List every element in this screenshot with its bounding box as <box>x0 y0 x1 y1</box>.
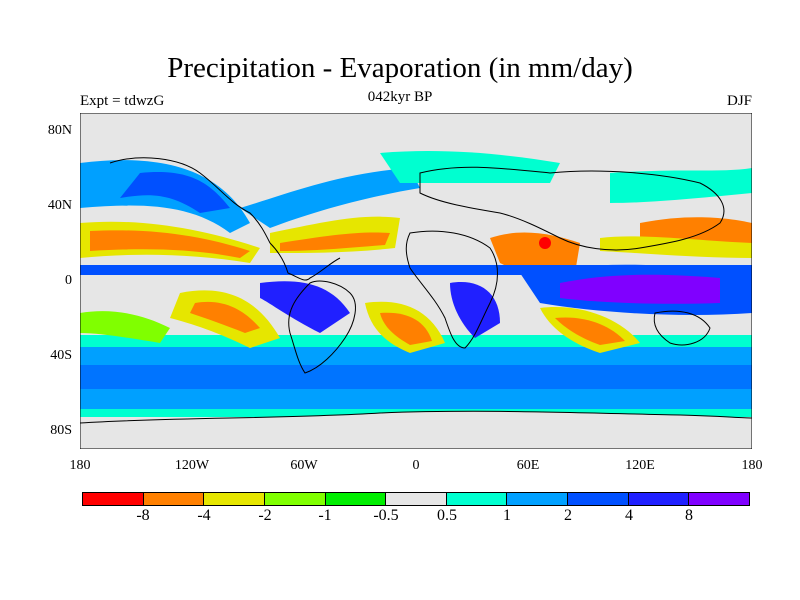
red-sea-dry-core <box>539 237 551 249</box>
chart-subtitle: 042kyr BP <box>367 89 433 105</box>
north-atlantic-dry-orange <box>280 232 390 251</box>
colorbar-swatch <box>568 493 629 505</box>
colorbar-label: -1 <box>318 507 332 524</box>
africa-coast <box>405 230 498 349</box>
antarctica <box>80 411 752 449</box>
world-map <box>80 113 752 449</box>
southeast-pacific-green <box>80 311 170 343</box>
colorbar-swatch <box>386 493 447 505</box>
colorbar-label: 4 <box>625 507 633 524</box>
southern-ocean-core <box>80 365 752 389</box>
australia-coast <box>653 310 711 346</box>
colorbar-label: 0.5 <box>437 507 457 524</box>
north-pacific-dry-orange <box>90 230 250 258</box>
colorbar-label: 1 <box>503 507 511 524</box>
south-america-coast <box>288 280 356 374</box>
colorbar <box>82 492 750 506</box>
coastlines <box>80 157 752 424</box>
colorbar-swatch <box>143 493 205 505</box>
lat-tick-0: 0 <box>65 273 72 288</box>
colorbar-swatch <box>628 493 690 505</box>
lon-tick-180w: 180 <box>69 458 91 473</box>
colorbar-label: 2 <box>564 507 572 524</box>
colorbar-swatch <box>446 493 508 505</box>
itcz-band <box>80 265 752 275</box>
colorbar-label: -2 <box>258 507 272 524</box>
colorbar-swatch <box>325 493 387 505</box>
lon-tick-120e: 120E <box>625 458 655 473</box>
north-america-coast <box>109 157 341 281</box>
maritime-continent-core <box>560 274 720 304</box>
south-pacific-dry-orange <box>190 301 260 333</box>
lat-tick-80n: 80N <box>47 123 72 138</box>
lat-tick-80s: 80S <box>50 423 72 438</box>
lat-tick-40n: 40N <box>47 198 72 213</box>
colorbar-label: -4 <box>197 507 211 524</box>
colorbar-label: 8 <box>685 507 693 524</box>
colorbar-label: -8 <box>136 507 150 524</box>
amazon-wet <box>260 281 350 333</box>
lat-tick-40s: 40S <box>50 348 72 363</box>
colorbar-swatch <box>507 493 569 505</box>
lon-tick-180e: 180 <box>741 458 763 473</box>
colorbar-swatch <box>204 493 265 505</box>
south-atlantic-dry-orange <box>380 312 432 345</box>
africa-wet <box>450 282 500 338</box>
lon-tick-0: 0 <box>412 458 420 473</box>
season-label: DJF <box>726 93 752 109</box>
south-indian-dry-orange <box>555 317 625 345</box>
antarctica-coast <box>80 410 752 424</box>
colorbar-swatch <box>83 493 144 505</box>
north-atlantic-storm-track <box>240 168 420 228</box>
experiment-label: Expt = tdwzG <box>80 93 165 109</box>
colorbar-swatch <box>689 493 750 505</box>
colorbar-swatch <box>264 493 326 505</box>
lon-tick-60e: 60E <box>516 458 540 473</box>
colorbar-label: -0.5 <box>373 507 399 524</box>
lon-tick-120w: 120W <box>174 458 210 473</box>
lon-tick-60w: 60W <box>290 458 318 473</box>
eurasia-coast <box>419 166 725 251</box>
west-pacific-dry-yellow <box>600 236 752 258</box>
north-pacific-core <box>120 172 230 213</box>
chart-title: Precipitation - Evaporation (in mm/day) <box>167 52 633 84</box>
